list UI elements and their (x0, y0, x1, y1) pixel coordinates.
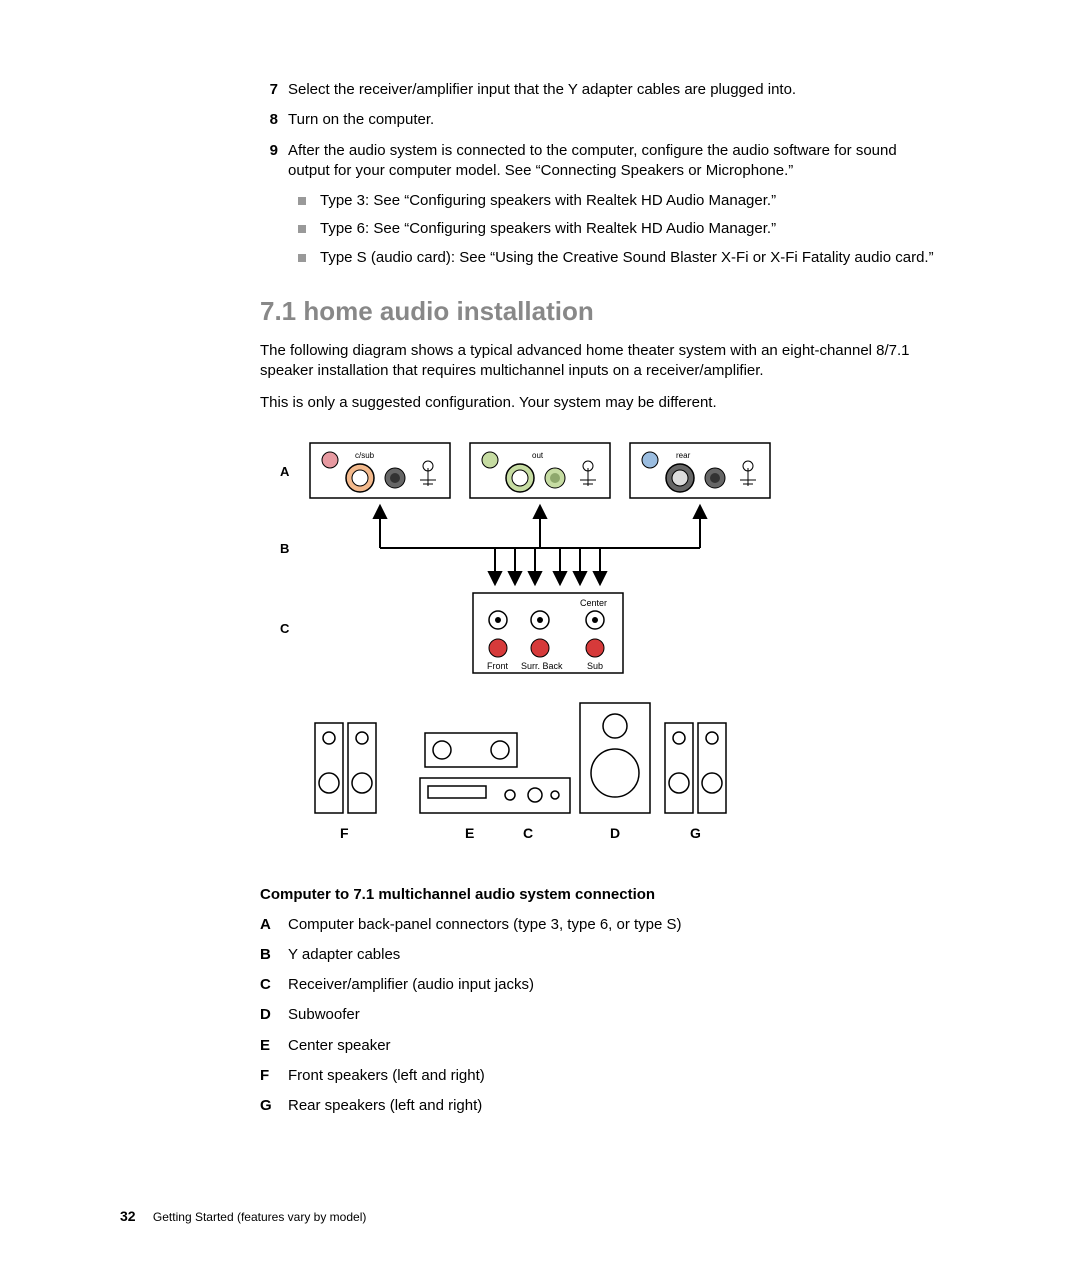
legend-text: Center speaker (288, 1036, 940, 1056)
legend-letter: D (260, 1005, 288, 1025)
legend-text: Y adapter cables (288, 945, 940, 965)
step-number: 9 (260, 141, 288, 182)
legend-item: ECenter speaker (260, 1036, 940, 1056)
legend-list: AComputer back-panel connectors (type 3,… (260, 915, 940, 1117)
svg-text:c/sub: c/sub (355, 451, 375, 460)
legend-item: BY adapter cables (260, 945, 940, 965)
step-text: After the audio system is connected to t… (288, 141, 940, 182)
legend-item: DSubwoofer (260, 1005, 940, 1025)
legend-letter: B (260, 945, 288, 965)
diagram-svg: A c/sub out (260, 428, 780, 868)
bullet-text: Type S (audio card): See “Using the Crea… (320, 248, 940, 268)
legend-text: Front speakers (left and right) (288, 1066, 940, 1086)
footer-title: Getting Started (features vary by model) (153, 1210, 366, 1224)
legend-title: Computer to 7.1 multichannel audio syste… (260, 886, 940, 903)
legend-item: AComputer back-panel connectors (type 3,… (260, 915, 940, 935)
row-label: A (280, 464, 290, 479)
panel-group: out (470, 443, 610, 498)
legend-letter: F (260, 1066, 288, 1086)
legend-letter: E (260, 1036, 288, 1056)
numbered-steps: 7 Select the receiver/amplifier input th… (260, 80, 940, 181)
bottom-label: E (465, 825, 474, 841)
legend-letter: A (260, 915, 288, 935)
paragraph: The following diagram shows a typical ad… (260, 341, 940, 382)
svg-text:Sub: Sub (587, 661, 603, 671)
bottom-label: G (690, 825, 701, 841)
row-label: B (280, 541, 289, 556)
legend-letter: G (260, 1096, 288, 1116)
section-title: 7.1 home audio installation (260, 296, 940, 327)
panel-group: rear (630, 443, 770, 498)
speakers (315, 703, 726, 813)
bullet: Type 3: See “Configuring speakers with R… (298, 191, 940, 211)
svg-text:Center: Center (580, 598, 607, 608)
legend-text: Subwoofer (288, 1005, 940, 1025)
svg-text:out: out (532, 451, 544, 460)
step: 9 After the audio system is connected to… (260, 141, 940, 182)
bullet-icon (298, 197, 306, 205)
legend-letter: C (260, 975, 288, 995)
legend-text: Computer back-panel connectors (type 3, … (288, 915, 940, 935)
bullet-list: Type 3: See “Configuring speakers with R… (298, 191, 940, 268)
svg-text:rear: rear (676, 451, 691, 460)
step-text: Select the receiver/amplifier input that… (288, 80, 940, 100)
legend-text: Rear speakers (left and right) (288, 1096, 940, 1116)
legend-text: Receiver/amplifier (audio input jacks) (288, 975, 940, 995)
bottom-label: F (340, 825, 349, 841)
diagram: A c/sub out (260, 428, 940, 872)
bullet-icon (298, 225, 306, 233)
page-content: 7 Select the receiver/amplifier input th… (260, 80, 940, 1116)
step: 7 Select the receiver/amplifier input th… (260, 80, 940, 100)
bullet: Type 6: See “Configuring speakers with R… (298, 219, 940, 239)
legend-item: GRear speakers (left and right) (260, 1096, 940, 1116)
legend-item: CReceiver/amplifier (audio input jacks) (260, 975, 940, 995)
bullet-text: Type 3: See “Configuring speakers with R… (320, 191, 940, 211)
svg-text:Front: Front (487, 661, 509, 671)
y-cables (374, 506, 706, 584)
panel-group: c/sub (310, 443, 450, 498)
bottom-label: C (523, 825, 533, 841)
receiver-inputs: Center Front Surr. Back Sub (473, 593, 623, 673)
svg-text:Surr. Back: Surr. Back (521, 661, 563, 671)
bullet-icon (298, 254, 306, 262)
paragraph: This is only a suggested configuration. … (260, 393, 940, 413)
bullet-text: Type 6: See “Configuring speakers with R… (320, 219, 940, 239)
step-number: 8 (260, 110, 288, 130)
bullet: Type S (audio card): See “Using the Crea… (298, 248, 940, 268)
step-text: Turn on the computer. (288, 110, 940, 130)
bottom-label: D (610, 825, 620, 841)
page-number: 32 (120, 1208, 136, 1224)
step: 8 Turn on the computer. (260, 110, 940, 130)
page-footer: 32 Getting Started (features vary by mod… (120, 1208, 366, 1224)
step-number: 7 (260, 80, 288, 100)
row-label: C (280, 621, 290, 636)
legend-item: FFront speakers (left and right) (260, 1066, 940, 1086)
